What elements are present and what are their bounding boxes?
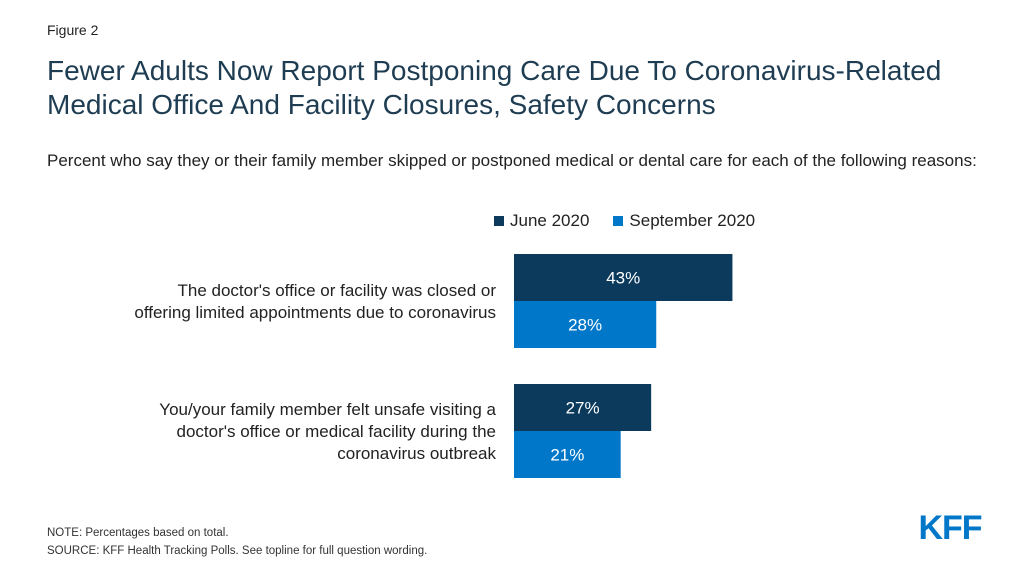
- legend-item-september: September 2020: [613, 211, 755, 231]
- notes: NOTE: Percentages based on total. SOURCE…: [47, 524, 427, 560]
- note-text: NOTE: Percentages based on total.: [47, 527, 229, 539]
- legend: June 2020 September 2020: [494, 210, 779, 232]
- svg-text:KFF: KFF: [918, 509, 981, 544]
- bar-june-0: [514, 254, 733, 301]
- legend-swatch-september: [613, 216, 624, 226]
- data-label-september-0: 28%: [568, 316, 602, 335]
- bar-september-0: [514, 301, 657, 348]
- bar-september-1: [514, 431, 621, 478]
- legend-swatch-june: [494, 216, 504, 226]
- legend-label-september: September 2020: [629, 211, 756, 230]
- category-label-1-line-2: coronavirus outbreak: [337, 444, 496, 463]
- category-label-1-line-1: doctor's office or medical facility duri…: [177, 422, 496, 441]
- category-label-0-line-1: offering limited appointments due to cor…: [134, 303, 496, 322]
- data-label-september-1: 21%: [550, 446, 584, 465]
- data-label-june-1: 27%: [566, 399, 600, 418]
- legend-label-june: June 2020: [510, 211, 590, 230]
- chart-title: Fewer Adults Now Report Postponing Care …: [47, 55, 942, 120]
- chart-subtitle: Percent who say they or their family mem…: [47, 151, 977, 170]
- data-label-june-0: 43%: [606, 269, 640, 288]
- category-label-1-line-0: You/your family member felt unsafe visit…: [159, 400, 496, 419]
- legend-item-june: June 2020: [494, 211, 589, 231]
- bar-june-1: [514, 384, 652, 431]
- source-text: SOURCE: KFF Health Tracking Polls. See t…: [47, 545, 428, 557]
- figure-label: Figure 2: [47, 22, 99, 38]
- kff-logo: KFF: [918, 509, 982, 544]
- category-label-0-line-0: The doctor's office or facility was clos…: [177, 281, 496, 300]
